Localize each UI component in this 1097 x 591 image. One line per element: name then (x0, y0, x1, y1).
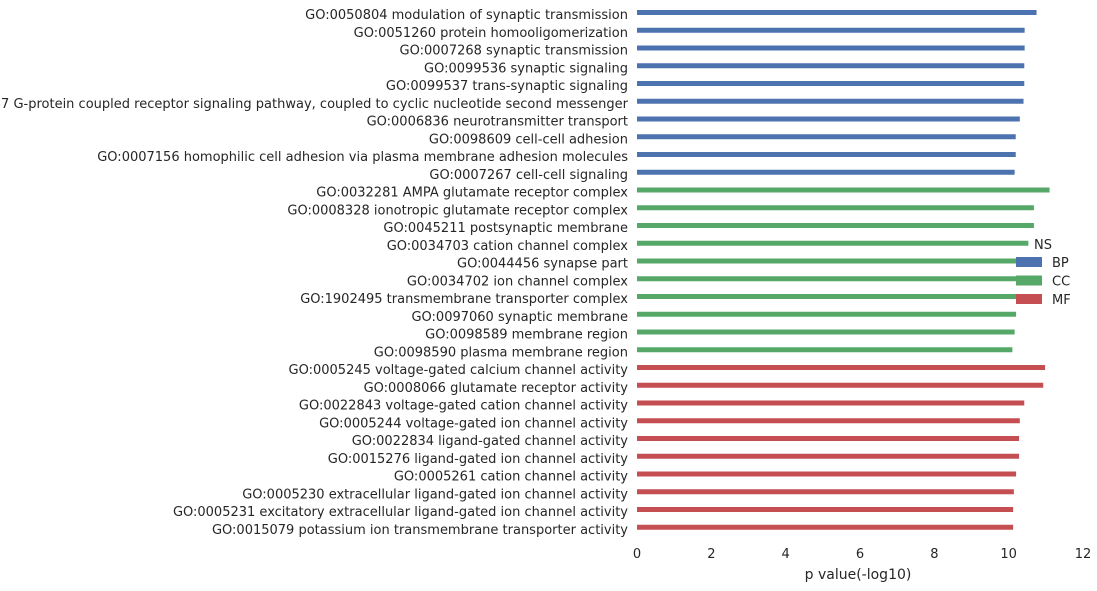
x-tick-label: 2 (707, 547, 715, 562)
category-label: GO:0044456 synapse part (457, 257, 628, 272)
bar-mf (637, 471, 1017, 477)
category-label: GO:0005261 cation channel activity (394, 470, 628, 485)
bar-bp (637, 27, 1025, 33)
bar-bp (637, 45, 1025, 51)
category-label: GO:0097060 synaptic membrane (411, 310, 628, 325)
x-tick-label: 10 (1000, 547, 1017, 562)
bars-layer (637, 10, 1050, 530)
category-label: GO:0006836 neurotransmitter transport (367, 115, 628, 130)
category-label: GO:0098589 membrane region (425, 328, 628, 343)
legend-label-mf: MF (1052, 293, 1071, 308)
bar-cc (637, 311, 1017, 317)
bar-mf (637, 489, 1014, 495)
legend-swatch-mf (1016, 294, 1042, 304)
category-label: GO:0005231 excitatory extracellular liga… (173, 505, 628, 520)
legend: NS BP CC MF (1016, 238, 1071, 308)
category-label: GO:0007187 G-protein coupled receptor si… (0, 97, 629, 112)
bar-bp (637, 10, 1037, 15)
legend-swatch-cc (1016, 275, 1042, 286)
legend-label-cc: CC (1052, 275, 1070, 290)
bar-mf (637, 436, 1020, 441)
category-label: GO:0008066 glutamate receptor activity (364, 381, 629, 396)
bar-bp (637, 134, 1016, 140)
bar-mf (637, 382, 1044, 388)
bar-cc (637, 258, 1020, 264)
category-label: GO:0032281 AMPA glutamate receptor compl… (316, 186, 628, 201)
category-label: GO:0008328 ionotropic glutamate receptor… (287, 203, 628, 218)
legend-title: NS (1034, 238, 1052, 253)
category-label: GO:1902495 transmembrane transporter com… (300, 292, 628, 307)
category-label: GO:0015079 potassium ion transmembrane t… (212, 523, 628, 538)
bar-bp (637, 152, 1016, 157)
category-label: GO:0098609 cell-cell adhesion (429, 132, 628, 147)
bar-bp (637, 98, 1024, 104)
category-label: GO:0050804 modulation of synaptic transm… (305, 8, 628, 23)
bar-mf (637, 507, 1014, 512)
category-label: GO:0045211 postsynaptic membrane (383, 221, 628, 236)
category-label: GO:0022834 ligand-gated channel activity (352, 434, 629, 449)
category-label: GO:0005245 voltage-gated calcium channel… (289, 363, 629, 378)
x-tick-label: 0 (633, 547, 641, 562)
bar-cc (637, 276, 1019, 282)
category-label: GO:0007267 cell-cell signaling (429, 168, 628, 183)
category-labels: GO:0050804 modulation of synaptic transm… (0, 8, 629, 538)
bar-mf (637, 400, 1025, 406)
bar-cc (637, 240, 1029, 246)
category-label: GO:0034703 cation channel complex (387, 239, 629, 254)
bar-cc (637, 294, 1017, 299)
category-label: GO:0005230 extracellular ligand-gated io… (242, 487, 628, 502)
category-label: GO:0099537 trans-synaptic signaling (386, 79, 628, 94)
bar-bp (637, 81, 1025, 86)
bar-mf (637, 524, 1014, 530)
category-label: GO:0051260 protein homooligomerization (354, 26, 628, 41)
category-label: GO:0022843 voltage-gated cation channel … (299, 399, 628, 414)
bar-mf (637, 365, 1046, 370)
x-tick-label: 12 (1075, 547, 1092, 562)
category-label: GO:0099536 synaptic signaling (424, 61, 628, 76)
category-label: GO:0007268 synaptic transmission (400, 44, 628, 59)
x-axis-label: p value(-log10) (805, 567, 912, 583)
category-label: GO:0007156 homophilic cell adhesion via … (97, 150, 628, 165)
bar-cc (637, 223, 1034, 228)
bar-cc (637, 187, 1050, 193)
bar-bp (637, 116, 1020, 122)
category-label: GO:0015276 ligand-gated ion channel acti… (328, 452, 629, 467)
bar-mf (637, 453, 1020, 459)
x-axis-ticks: 0 2 4 6 8 10 12 (633, 547, 1091, 562)
category-label: GO:0005244 voltage-gated ion channel act… (319, 416, 628, 431)
bar-bp (637, 63, 1025, 69)
legend-swatch-bp (1016, 257, 1042, 267)
bar-cc (637, 205, 1034, 211)
bar-mf (637, 418, 1020, 424)
category-label: GO:0098590 plasma membrane region (374, 345, 628, 360)
bar-bp (637, 169, 1015, 175)
bar-cc (637, 347, 1013, 353)
category-label: GO:0034702 ion channel complex (407, 274, 628, 289)
x-tick-label: 6 (856, 547, 864, 562)
legend-label-bp: BP (1052, 256, 1069, 271)
x-tick-label: 8 (930, 547, 938, 562)
bar-cc (637, 329, 1015, 335)
x-tick-label: 4 (782, 547, 790, 562)
